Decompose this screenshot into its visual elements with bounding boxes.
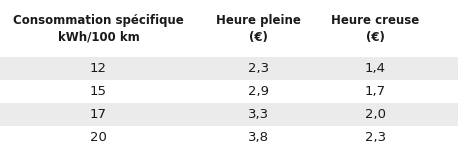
Text: 20: 20 bbox=[90, 131, 107, 144]
Text: 1,4: 1,4 bbox=[365, 62, 386, 75]
Bar bbox=[0, 57, 458, 80]
Text: Heure creuse
(€): Heure creuse (€) bbox=[332, 14, 420, 44]
Bar bbox=[0, 126, 458, 149]
Bar bbox=[0, 103, 458, 126]
Text: 2,9: 2,9 bbox=[248, 85, 269, 98]
Bar bbox=[0, 80, 458, 103]
Text: 12: 12 bbox=[90, 62, 107, 75]
Text: Heure pleine
(€): Heure pleine (€) bbox=[216, 14, 301, 44]
Text: 15: 15 bbox=[90, 85, 107, 98]
Text: 17: 17 bbox=[90, 108, 107, 121]
Text: 2,3: 2,3 bbox=[365, 131, 386, 144]
Text: 3,3: 3,3 bbox=[248, 108, 269, 121]
Bar bbox=[0, 0, 458, 57]
Text: 2,3: 2,3 bbox=[248, 62, 269, 75]
Text: 1,7: 1,7 bbox=[365, 85, 386, 98]
Text: 3,8: 3,8 bbox=[248, 131, 269, 144]
Text: 2,0: 2,0 bbox=[365, 108, 386, 121]
Text: Consommation spécifique
kWh/100 km: Consommation spécifique kWh/100 km bbox=[13, 14, 184, 44]
